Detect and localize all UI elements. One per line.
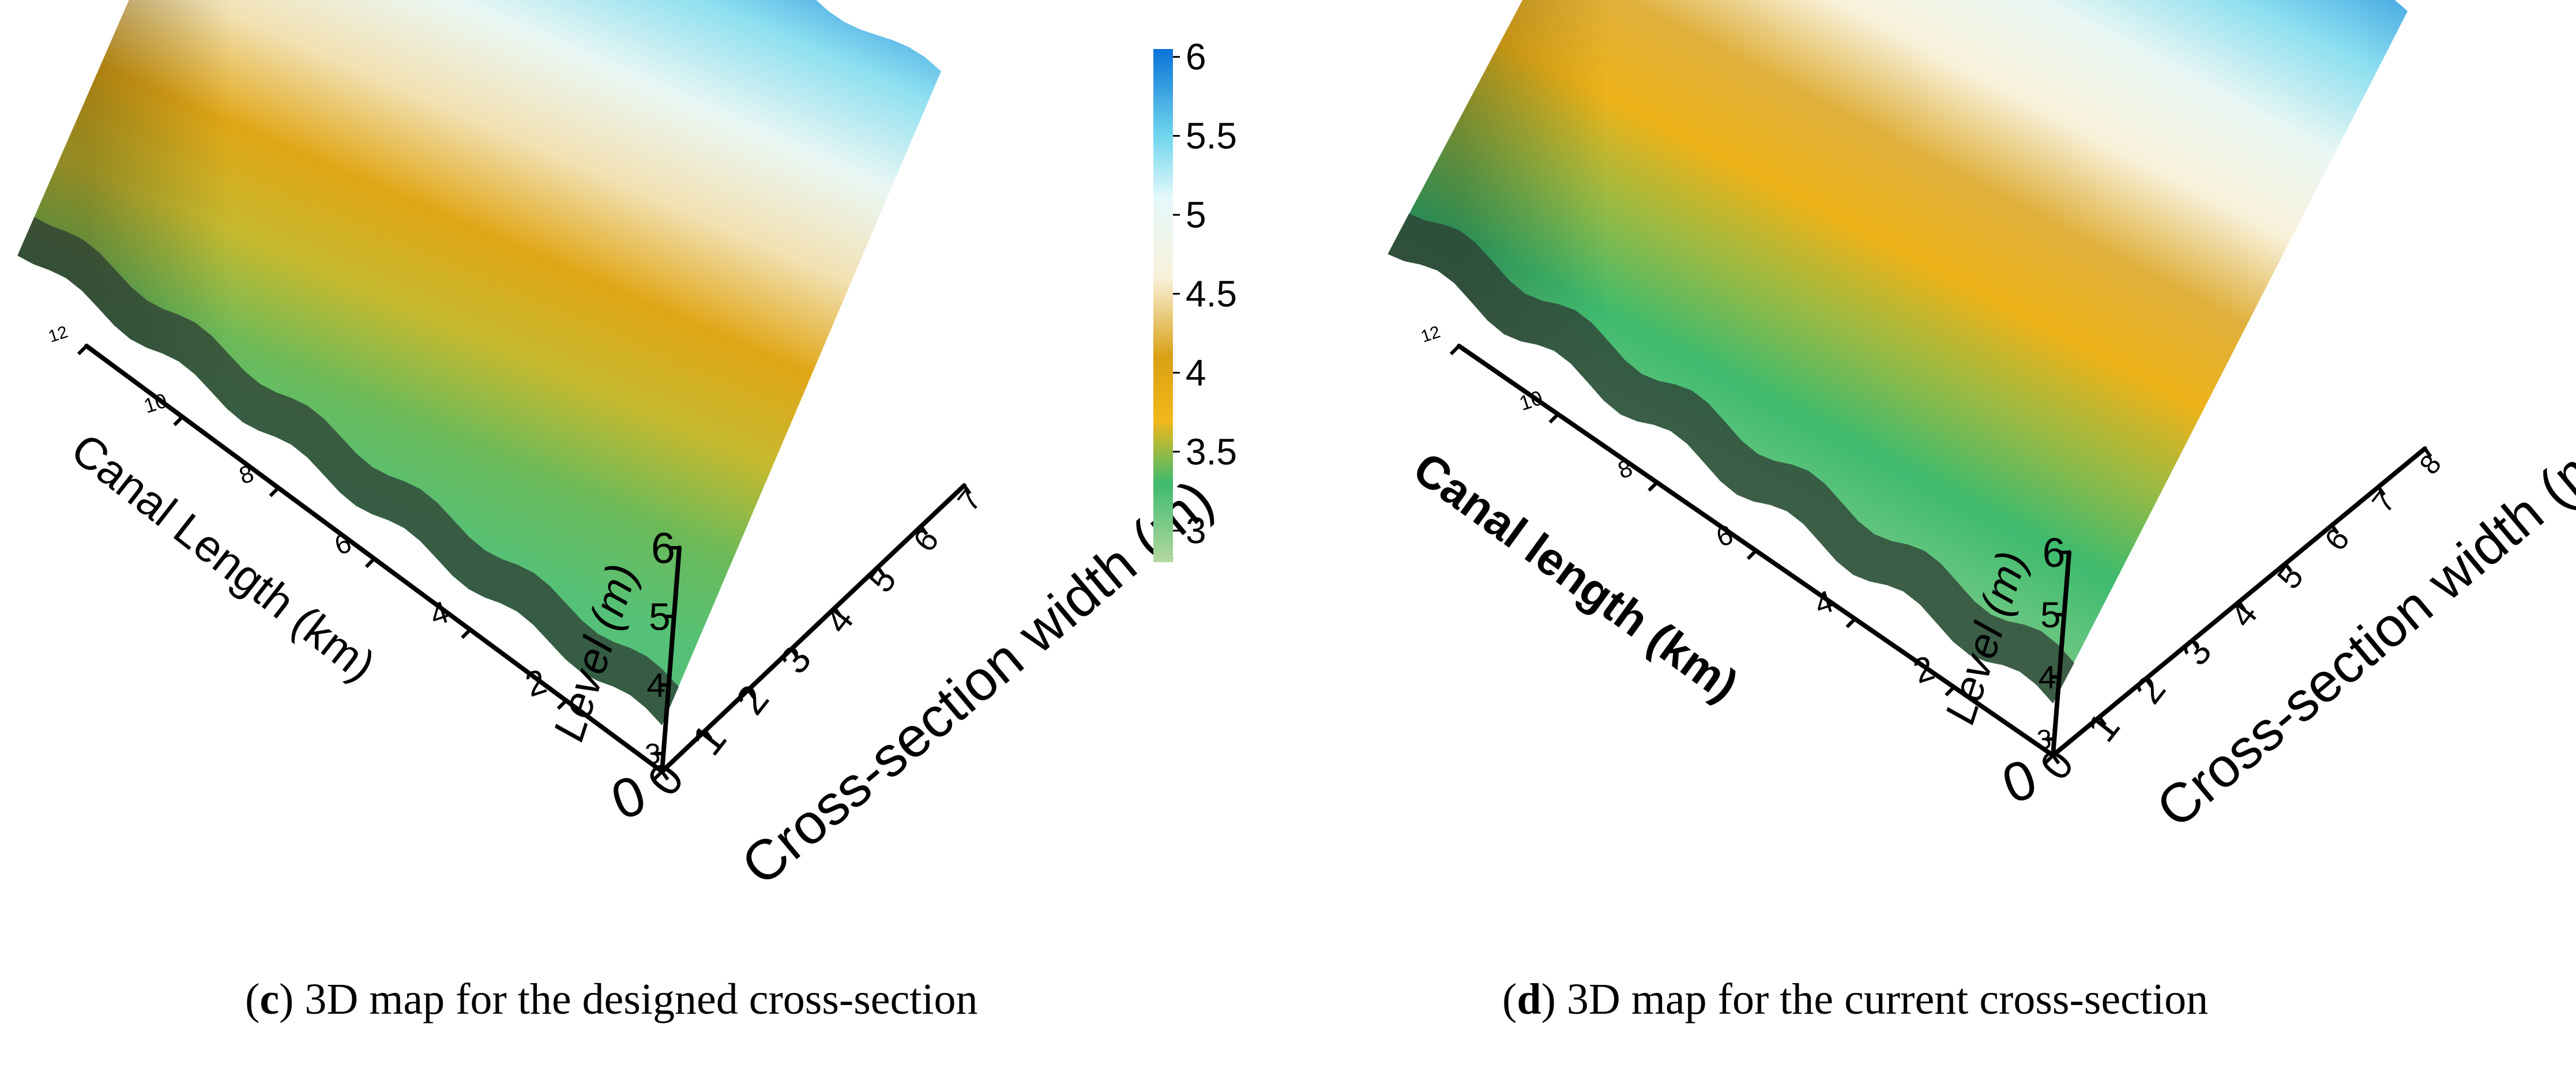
width-tick-label: 5 [862, 560, 904, 600]
width-tick [962, 484, 972, 495]
width-tick-label: 5 [2270, 559, 2311, 596]
width-tick-label: 6 [906, 522, 946, 558]
level-tick-label: 4 [646, 667, 665, 705]
width-tick [704, 729, 713, 740]
length-tick [269, 486, 280, 498]
length-tick [1449, 344, 1461, 356]
length-tick [2043, 754, 2055, 765]
surface-shading-c [17, 0, 941, 725]
surface-edge-d [1387, 213, 2074, 703]
length-tick [461, 628, 472, 639]
length-tick-label: 8 [236, 460, 257, 490]
level-tick-label: 5 [2040, 595, 2060, 635]
width-tick [2330, 524, 2340, 535]
colorbar: 3 3.5 4 4.5 5 5.5 6 [1153, 36, 1237, 562]
colorbar-tick-label: 3.5 [1186, 431, 1237, 472]
length-tick [556, 699, 567, 710]
level-tick-label: 6 [2043, 530, 2066, 576]
width-axis-title: Cross-section width (m) [2145, 419, 2576, 840]
colorbar-tick-label: 4.5 [1186, 273, 1237, 314]
colorbar-gradient [1153, 49, 1173, 562]
colorbar-tick-label: 3 [1186, 510, 1206, 551]
width-tick-label: 7 [952, 484, 988, 517]
length-tick [1845, 618, 1856, 629]
width-tick [2237, 601, 2246, 611]
colorbar-tick-label: 5.5 [1186, 115, 1237, 157]
level-tick-label: 6 [651, 524, 675, 573]
caption-d-letter: d [1517, 975, 1541, 1023]
length-tick [1746, 549, 1758, 560]
surface-edge-c [17, 217, 679, 725]
length-tick [77, 344, 88, 356]
caption-d-text: 3D map for the current cross-section [1566, 975, 2209, 1023]
level-tick-label: 5 [649, 596, 670, 639]
width-tick [2376, 486, 2386, 496]
level-tick-label: 4 [2039, 659, 2056, 695]
width-tick [876, 566, 885, 577]
width-axis-title: Cross-section width (m) [729, 467, 1225, 897]
length-tick-label: 10 [141, 389, 170, 417]
length-tick-label: 2 [1909, 648, 1939, 691]
length-tick-label: 8 [1615, 454, 1636, 484]
surface-shading-d [1387, 0, 2408, 703]
level-axis-line [660, 545, 682, 774]
level-tick-label: 3 [645, 737, 661, 770]
length-tick [173, 415, 184, 427]
width-tick-label: 1 [682, 715, 736, 765]
length-tick [1648, 481, 1659, 492]
colorbar-tick-label: 6 [1186, 36, 1206, 78]
length-tick [652, 770, 664, 781]
width-tick [2098, 716, 2107, 727]
width-tick [2051, 754, 2060, 765]
width-tick [2284, 562, 2293, 573]
length-tick-label: 12 [46, 322, 70, 347]
length-tick-label: 2 [521, 661, 551, 704]
width-axis-line [660, 483, 967, 774]
level-tick-label: 3 [2036, 725, 2051, 755]
width-tick [2191, 639, 2200, 650]
length-tick [1548, 413, 1559, 424]
length-tick-label: 12 [1419, 322, 1443, 347]
caption-c-letter: c [260, 975, 280, 1023]
width-tick-label: 6 [2318, 522, 2356, 557]
length-axis-title: Canal length (km) [1404, 442, 1747, 712]
width-tick [2144, 678, 2153, 688]
width-tick [660, 770, 670, 781]
caption-d: (d) 3D map for the current cross-section [1502, 975, 2209, 1023]
colorbar-tick-label: 5 [1186, 194, 1206, 236]
length-tick [1945, 686, 1955, 697]
caption-c: (c) 3D map for the designed cross-sectio… [245, 975, 978, 1023]
width-tick [790, 648, 799, 658]
length-tick [364, 557, 376, 569]
width-tick [747, 688, 756, 699]
caption-c-text: 3D map for the designed cross-section [304, 975, 978, 1023]
colorbar-tick-label: 4 [1186, 352, 1206, 393]
width-tick [919, 525, 928, 536]
width-tick [833, 607, 842, 618]
level-axis-line [2051, 550, 2071, 758]
width-tick [2423, 447, 2432, 458]
